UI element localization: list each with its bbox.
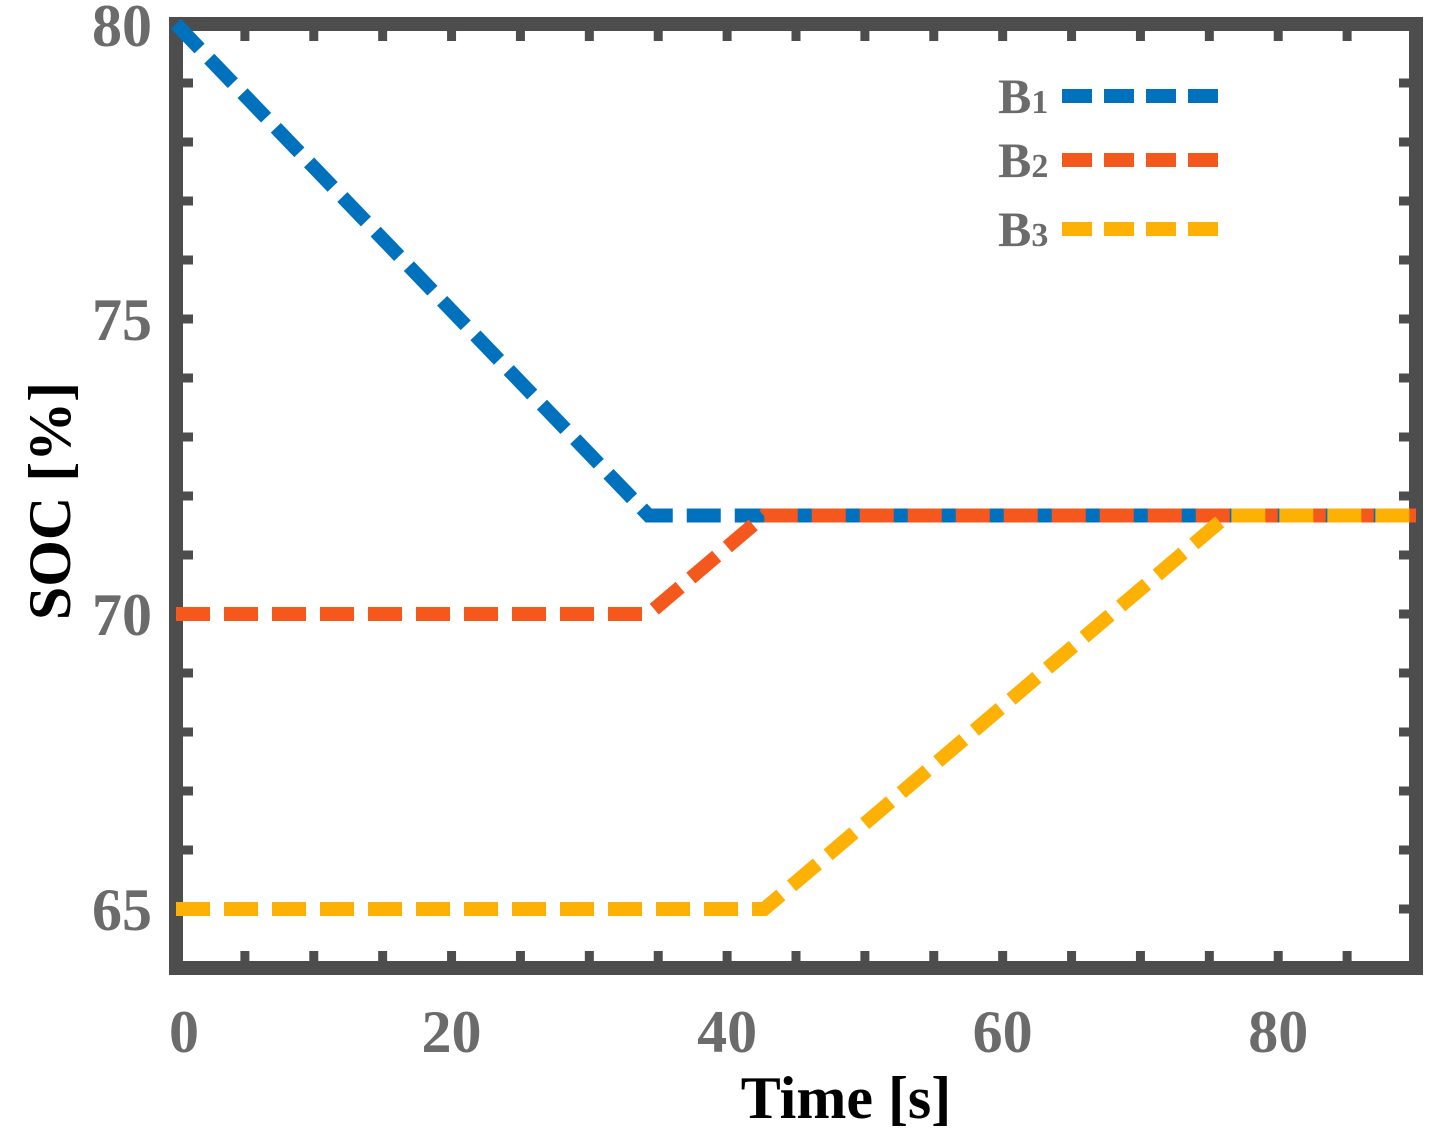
series-line-b1: [170, 19, 1416, 523]
legend-item-b1: B1: [998, 68, 1220, 124]
plot-frame: [169, 17, 1423, 975]
y-axis-label: SOC [%]: [17, 382, 83, 620]
series-line-b3: [176, 508, 1416, 916]
y-tick-label: 75: [92, 287, 152, 353]
y-tick-label: 65: [92, 877, 152, 943]
x-tick-labels: 0 20 40 60 80: [169, 999, 1308, 1065]
x-tick-label: 40: [697, 999, 757, 1065]
x-tick-label: 0: [169, 999, 199, 1065]
x-tick-label: 80: [1248, 999, 1308, 1065]
x-axis-label: Time [s]: [741, 1065, 952, 1131]
series-layer: [170, 19, 1416, 916]
x-tick-label: 60: [973, 999, 1033, 1065]
series-line-b2: [176, 508, 1416, 621]
x-tick-label: 20: [422, 999, 482, 1065]
y-tick-label: 70: [92, 582, 152, 648]
y-tick-label: 80: [92, 0, 152, 59]
y-tick-labels: 65 70 75 80: [92, 0, 152, 943]
